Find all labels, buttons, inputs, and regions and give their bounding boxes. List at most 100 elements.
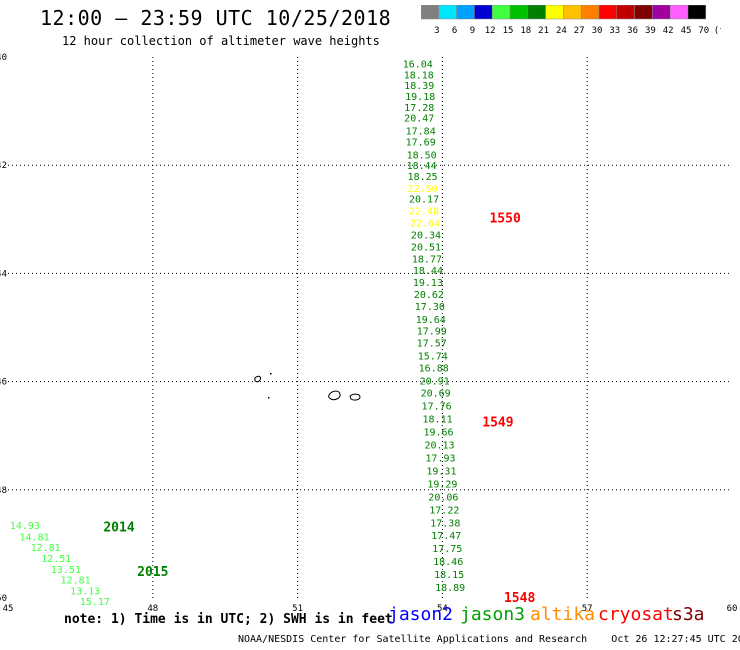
legend-label: 15 bbox=[503, 26, 514, 36]
legend-label: 36 bbox=[627, 26, 638, 36]
wave-height-value: 18.25 bbox=[408, 172, 438, 183]
track-label: 1548 bbox=[504, 591, 535, 606]
wave-height-value: 18.77 bbox=[412, 254, 442, 265]
legend-label: 39 bbox=[645, 26, 656, 36]
satellite-s3a: s3a bbox=[672, 604, 705, 625]
legend-label: 3 bbox=[434, 26, 439, 36]
wave-height-value: 16.88 bbox=[419, 364, 449, 375]
chart-subtitle: 12 hour collection of altimeter wave hei… bbox=[62, 34, 380, 48]
legend-swatch bbox=[687, 5, 707, 20]
track-label: 2015 bbox=[137, 565, 168, 580]
legend-label: 45 bbox=[681, 26, 692, 36]
wave-height-value: 14.93 bbox=[10, 521, 40, 532]
island-outline bbox=[349, 393, 361, 401]
wave-height-value: 18.44 bbox=[413, 266, 443, 277]
wave-height-value: 17.57 bbox=[417, 339, 447, 350]
legend-label: 12 bbox=[485, 26, 496, 36]
legend-label: 24 bbox=[556, 26, 567, 36]
x-tick-label: 48 bbox=[147, 604, 158, 614]
track-label: 1550 bbox=[489, 212, 520, 227]
y-tick-label: -46 bbox=[0, 378, 7, 388]
wave-height-value: 19.18 bbox=[405, 92, 435, 103]
wave-height-value: 20.17 bbox=[409, 195, 439, 206]
track-label: 1549 bbox=[482, 416, 513, 431]
y-tick-label: -50 bbox=[0, 594, 7, 604]
wave-height-value: 17.28 bbox=[404, 103, 434, 114]
wave-height-value: 19.13 bbox=[413, 278, 443, 289]
wave-height-value: 17.30 bbox=[415, 302, 445, 313]
island-outline bbox=[254, 375, 261, 383]
color-scale-legend bbox=[421, 5, 707, 20]
footer-org: NOAA/NESDIS Center for Satellite Applica… bbox=[238, 634, 588, 645]
island-dot bbox=[270, 373, 272, 375]
wave-height-value: 17.38 bbox=[430, 518, 460, 529]
satellite-altika: altika bbox=[530, 604, 596, 625]
wave-height-value: 22.64 bbox=[410, 219, 440, 230]
x-tick-label: 45 bbox=[3, 604, 14, 614]
y-tick-label: -42 bbox=[0, 161, 7, 171]
footer: NOAA/NESDIS Center for Satellite Applica… bbox=[238, 634, 740, 645]
wave-height-value: 17.75 bbox=[432, 544, 462, 555]
x-tick-label: 57 bbox=[582, 604, 593, 614]
wave-height-value: 20.06 bbox=[428, 492, 458, 503]
wave-height-value: 18.89 bbox=[435, 583, 465, 594]
footer-timestamp: Oct 26 12:27:45 UTC 2018 bbox=[611, 634, 740, 645]
x-tick-label: 60 bbox=[727, 604, 738, 614]
wave-height-value: 20.91 bbox=[420, 377, 450, 388]
wave-height-value: 18.44 bbox=[407, 161, 437, 172]
legend-label: 9 bbox=[470, 26, 475, 36]
wave-height-value: 14.81 bbox=[19, 532, 49, 543]
wave-height-value: 12.51 bbox=[41, 554, 71, 565]
wave-height-value: 12.81 bbox=[61, 576, 91, 587]
wave-height-value: 16.04 bbox=[403, 59, 433, 70]
legend-unit: (ft) bbox=[714, 26, 721, 36]
wave-height-value: 17.76 bbox=[422, 401, 452, 412]
wave-height-value: 20.13 bbox=[424, 440, 454, 451]
wave-height-value: 17.84 bbox=[406, 127, 436, 138]
wave-height-value: 20.47 bbox=[404, 114, 434, 125]
wave-height-value: 18.39 bbox=[404, 81, 434, 92]
wave-height-value: 20.51 bbox=[411, 242, 441, 253]
wave-height-value: 19.64 bbox=[416, 315, 446, 326]
y-tick-label: -40 bbox=[0, 53, 7, 63]
wave-height-value: 18.18 bbox=[404, 70, 434, 81]
legend-label: 21 bbox=[538, 26, 549, 36]
y-tick-label: -48 bbox=[0, 486, 7, 496]
wave-height-value: 17.69 bbox=[406, 137, 436, 148]
satellite-cryosat: cryosat bbox=[598, 604, 674, 625]
wave-height-value: 20.34 bbox=[411, 230, 441, 241]
wave-height-value: 22.48 bbox=[409, 207, 439, 218]
wave-height-value: 20.62 bbox=[414, 290, 444, 301]
x-tick-label: 51 bbox=[292, 604, 303, 614]
legend-label: 27 bbox=[574, 26, 585, 36]
wave-height-value: 15.17 bbox=[80, 597, 110, 608]
legend-label: 6 bbox=[452, 26, 457, 36]
wave-height-value: 15.74 bbox=[418, 352, 448, 363]
wave-height-value: 18.46 bbox=[433, 557, 463, 568]
satellite-jason2: jason2 bbox=[388, 604, 454, 625]
wave-height-value: 13.13 bbox=[70, 586, 100, 597]
legend-label: 33 bbox=[609, 26, 620, 36]
wave-height-value: 18.15 bbox=[434, 570, 464, 581]
wave-height-value: 20.69 bbox=[421, 388, 451, 399]
track-label: 2014 bbox=[103, 521, 134, 536]
wave-height-value: 17.22 bbox=[429, 505, 459, 516]
island-outline bbox=[328, 390, 341, 401]
satellite-jason3: jason3 bbox=[460, 604, 526, 625]
legend-label: 70 bbox=[698, 26, 709, 36]
legend-label: 30 bbox=[592, 26, 603, 36]
wave-height-value: 19.29 bbox=[427, 479, 457, 490]
wave-height-value: 18.11 bbox=[423, 414, 453, 425]
wave-height-value: 19.31 bbox=[426, 466, 456, 477]
wave-height-value: 12.81 bbox=[31, 543, 61, 554]
wave-height-value: 19.66 bbox=[423, 427, 453, 438]
chart-title: 12:00 – 23:59 UTC 10/25/2018 bbox=[40, 6, 392, 30]
wave-height-value: 13.51 bbox=[51, 565, 81, 576]
legend-label: 18 bbox=[520, 26, 531, 36]
x-tick-label: 54 bbox=[437, 604, 448, 614]
wave-height-value: 17.47 bbox=[431, 531, 461, 542]
island-dot bbox=[268, 397, 270, 399]
wave-height-value: 17.99 bbox=[417, 327, 447, 338]
